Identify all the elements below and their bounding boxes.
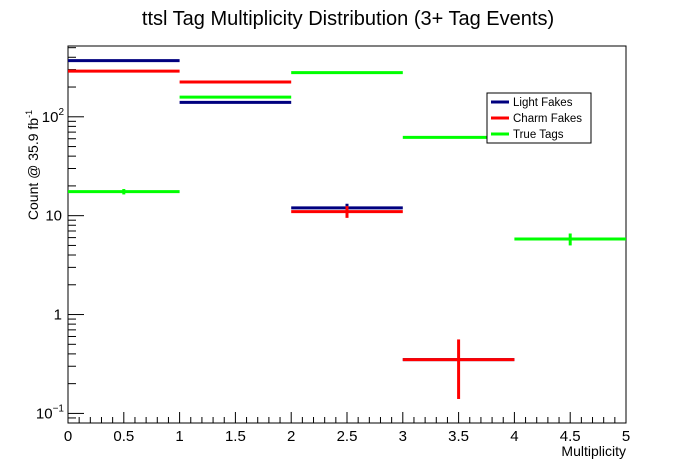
x-tick-label: 1 xyxy=(175,428,183,445)
legend: Light Fakes Charm Fakes True Tags xyxy=(486,92,592,144)
x-tick-label: 0 xyxy=(64,428,72,445)
y-axis-title: Count @ 35.9 fb-1 xyxy=(24,110,41,220)
x-tick-label: 2 xyxy=(287,428,295,445)
y-axis-title-main: Count @ 35.9 fb xyxy=(25,118,41,220)
legend-label: Light Fakes xyxy=(513,97,573,109)
chart-title: ttsl Tag Multiplicity Distribution (3+ T… xyxy=(142,8,554,30)
x-tick-label: 4 xyxy=(510,428,518,445)
y-axis-ticks: 10−1 1 10 102 xyxy=(36,47,84,424)
y-tick-label: 10−1 xyxy=(36,403,65,422)
x-tick-label: 1.5 xyxy=(225,428,246,445)
y-tick-label: 1 xyxy=(54,307,62,324)
y-axis-title-superscript: -1 xyxy=(24,110,34,118)
x-tick-label: 3.5 xyxy=(448,428,469,445)
series-charm-fakes xyxy=(68,69,515,399)
x-tick-label: 0.5 xyxy=(113,428,134,445)
x-tick-label: 5 xyxy=(622,428,630,445)
series-layer xyxy=(68,59,626,399)
x-axis-ticks: 0 0.5 1 1.5 2 2.5 3 3.5 4 4.5 5 xyxy=(64,412,630,445)
x-tick-label: 3 xyxy=(399,428,407,445)
legend-label: True Tags xyxy=(513,129,564,141)
y-tick-label: 102 xyxy=(42,107,65,126)
x-tick-label: 4.5 xyxy=(560,428,581,445)
legend-label: Charm Fakes xyxy=(513,113,582,125)
x-tick-label: 2.5 xyxy=(337,428,358,445)
x-axis-title: Multiplicity xyxy=(561,443,626,459)
y-tick-label: 10 xyxy=(45,208,62,225)
